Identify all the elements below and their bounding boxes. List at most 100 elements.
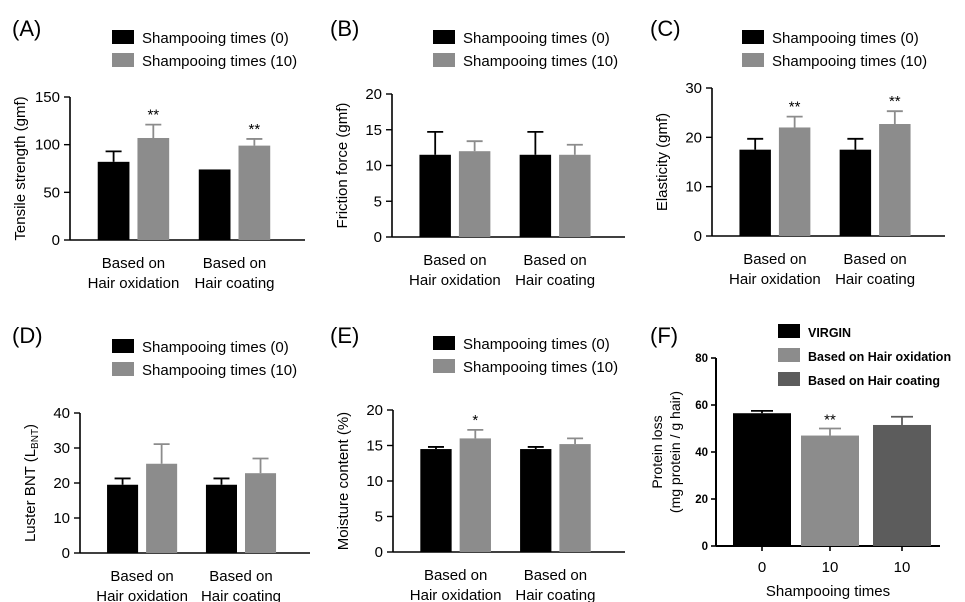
y-tick-label: 10 [53, 510, 70, 527]
y-tick-label: 15 [366, 438, 383, 455]
bar [519, 154, 552, 237]
legend-entry: Shampooing times (0) [463, 336, 610, 353]
x-tick-label: 10 [894, 559, 911, 576]
y-tick-label: 20 [366, 402, 383, 419]
y-tick-label: 20 [53, 475, 70, 492]
y-tick-label: 10 [365, 158, 382, 175]
y-axis-label-text: Elasticity (gmf) [654, 113, 671, 211]
bar [559, 444, 591, 552]
y-tick-label: 80 [695, 353, 708, 365]
bar [419, 154, 451, 237]
panel-label: (C) [650, 16, 681, 41]
y-axis-label-text: Friction force (gmf) [334, 103, 351, 229]
legend-entry: Shampooing times (10) [463, 359, 618, 376]
x-category-label: Based on [424, 567, 487, 584]
bar [778, 127, 811, 236]
legend-swatch [778, 348, 800, 362]
significance-label: ** [789, 99, 801, 116]
bar [198, 169, 231, 240]
y-tick-label: 0 [694, 228, 702, 245]
y-tick-label: 50 [43, 184, 60, 201]
y-axis-label: Protein loss [649, 415, 665, 488]
legend-entry: Based on Hair oxidation [808, 350, 951, 364]
legend-swatch [433, 30, 455, 44]
x-category-label: Hair coating [515, 272, 595, 289]
panel-b: (B) Shampooing times (0) Shampooing times … [330, 16, 625, 289]
y-axis-label-subscript: BNT [30, 429, 41, 449]
bar [839, 149, 872, 236]
legend-swatch [112, 362, 134, 376]
legend-entry: Shampooing times (10) [142, 362, 297, 379]
x-category-label: Based on [203, 255, 266, 272]
y-tick-label: 40 [53, 405, 70, 422]
y-axis-label: Friction force (gmf) [334, 103, 351, 229]
y-tick-label: 5 [375, 509, 383, 526]
x-category-label: Hair coating [201, 588, 281, 602]
x-category-label: Based on [209, 568, 272, 585]
y-tick-label: 20 [365, 86, 382, 103]
significance-label: * [472, 412, 478, 429]
x-category-label: Based on [843, 251, 906, 268]
significance-label: ** [824, 412, 836, 429]
y-tick-label: 20 [695, 494, 708, 506]
y-tick-label: 30 [53, 440, 70, 457]
panel-d: (D) Shampooing times (0) Shampooing times … [12, 323, 310, 602]
y-axis-label: Tensile strength (gmf) [12, 96, 29, 240]
legend-swatch [433, 336, 455, 350]
bar [879, 124, 911, 236]
bar [146, 463, 178, 553]
bar [245, 473, 277, 553]
y-axis-label-units: (mg protein / g hair) [667, 391, 683, 513]
bar [97, 161, 130, 240]
x-category-label: Based on [523, 252, 586, 269]
legend-swatch [742, 53, 764, 67]
panel-c: (C) Shampooing times (0) Shampooing times … [650, 16, 945, 288]
bar [873, 424, 931, 546]
legend-entry: Shampooing times (0) [142, 30, 289, 47]
significance-label: ** [249, 121, 261, 138]
y-tick-label: 60 [695, 400, 708, 412]
legend-entry: Shampooing times (10) [463, 53, 618, 70]
bar [739, 149, 771, 236]
y-tick-label: 0 [52, 232, 60, 249]
x-category-label: Hair coating [194, 275, 274, 292]
x-category-label: Based on [102, 255, 165, 272]
bar [520, 449, 552, 552]
y-axis-label: Moisture content (%) [335, 412, 352, 550]
legend-swatch [433, 53, 455, 67]
legend-swatch [778, 372, 800, 386]
y-tick-label: 150 [35, 89, 60, 106]
legend-swatch [433, 359, 455, 373]
legend-entry: Shampooing times (0) [463, 30, 610, 47]
bar [459, 438, 491, 552]
bar [137, 137, 170, 240]
y-tick-label: 100 [35, 137, 60, 154]
y-tick-label: 0 [374, 229, 382, 246]
bar [107, 484, 139, 553]
y-axis-label-end: ) [22, 424, 39, 429]
y-tick-label: 0 [62, 545, 70, 562]
y-tick-label: 0 [702, 541, 708, 553]
bar [238, 145, 271, 240]
y-tick-label: 15 [365, 122, 382, 139]
y-axis-label-text: Moisture content (%) [335, 412, 352, 550]
bar [801, 435, 859, 546]
legend-entry: VIRGIN [808, 326, 851, 340]
x-tick-label: 0 [758, 559, 766, 576]
x-tick-label: 10 [822, 559, 839, 576]
legend-entry: Shampooing times (0) [142, 339, 289, 356]
panel-label: (D) [12, 323, 43, 348]
x-category-label: Hair oxidation [88, 275, 180, 292]
y-axis-label: Luster BNT (LBNT) [22, 424, 41, 542]
legend-swatch [112, 30, 134, 44]
panel-e: (E) Shampooing times (0) Shampooing times … [330, 323, 625, 602]
y-tick-label: 0 [375, 544, 383, 561]
x-category-label: Based on [743, 251, 806, 268]
x-category-label: Based on [110, 568, 173, 585]
x-axis-label: Shampooing times [766, 583, 890, 600]
y-tick-label: 30 [685, 80, 702, 97]
legend-entry: Shampooing times (0) [772, 30, 919, 47]
x-category-label: Hair coating [515, 587, 595, 602]
legend-swatch [112, 339, 134, 353]
